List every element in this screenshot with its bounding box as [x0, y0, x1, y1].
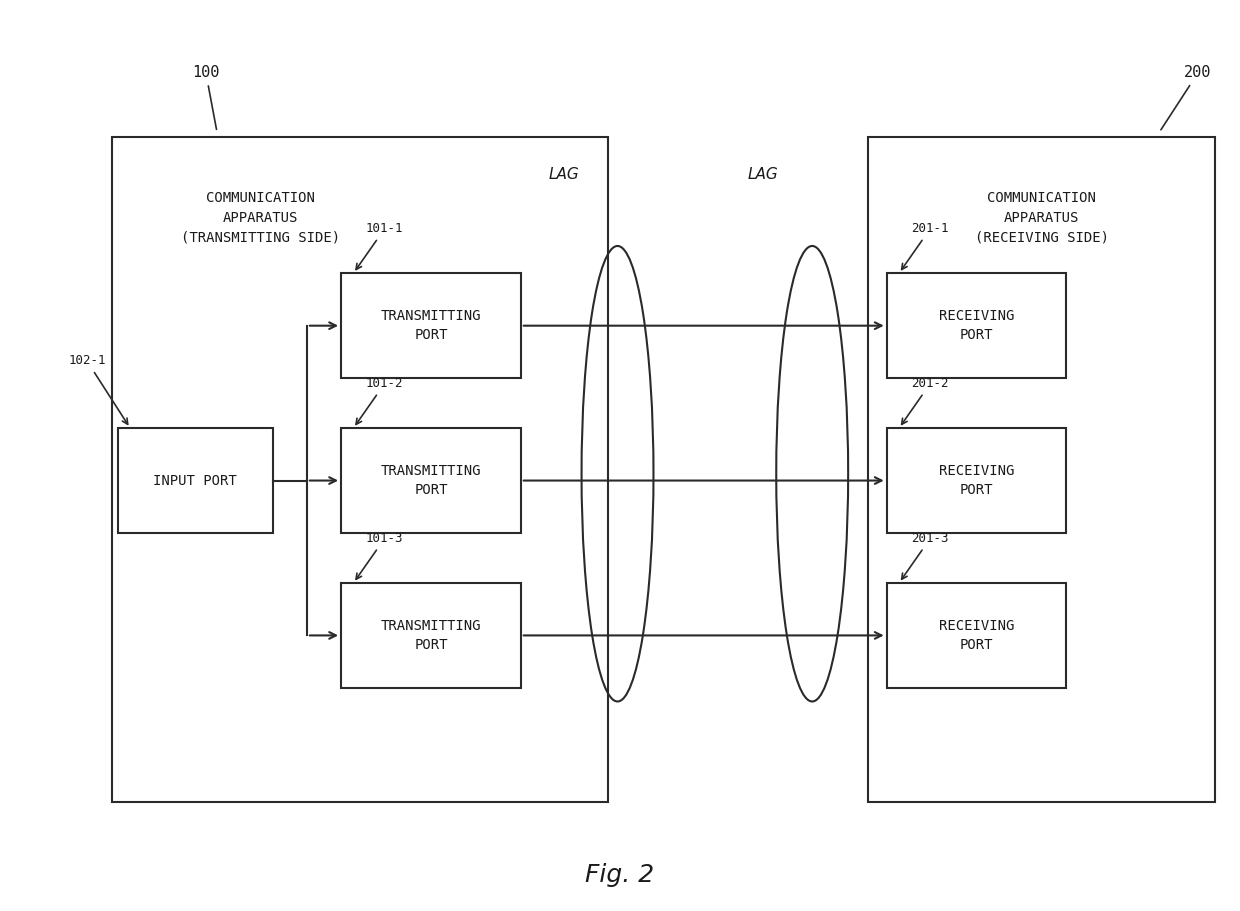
Bar: [118, 428, 273, 533]
Text: RECEIVING
PORT: RECEIVING PORT: [939, 619, 1014, 651]
Bar: [887, 273, 1066, 378]
Text: 100: 100: [192, 66, 219, 129]
Text: 200: 200: [1161, 66, 1211, 129]
Text: 102-1: 102-1: [68, 354, 128, 425]
Text: COMMUNICATION
APPARATUS
(RECEIVING SIDE): COMMUNICATION APPARATUS (RECEIVING SIDE): [975, 191, 1109, 244]
Bar: [868, 137, 1215, 802]
Text: 101-2: 101-2: [356, 377, 403, 425]
Bar: [887, 428, 1066, 533]
Bar: [887, 583, 1066, 688]
Bar: [341, 583, 521, 688]
Bar: [341, 428, 521, 533]
Text: Fig. 2: Fig. 2: [585, 863, 655, 886]
Text: 101-1: 101-1: [356, 222, 403, 270]
Text: 201-3: 201-3: [901, 532, 949, 579]
Text: COMMUNICATION
APPARATUS
(TRANSMITTING SIDE): COMMUNICATION APPARATUS (TRANSMITTING SI…: [181, 191, 340, 244]
Text: RECEIVING
PORT: RECEIVING PORT: [939, 310, 1014, 342]
Text: RECEIVING
PORT: RECEIVING PORT: [939, 465, 1014, 496]
Text: TRANSMITTING
PORT: TRANSMITTING PORT: [381, 465, 481, 496]
Text: INPUT PORT: INPUT PORT: [154, 474, 237, 487]
Text: TRANSMITTING
PORT: TRANSMITTING PORT: [381, 310, 481, 342]
Text: LAG: LAG: [748, 168, 777, 182]
Text: 101-3: 101-3: [356, 532, 403, 579]
Text: 201-1: 201-1: [901, 222, 949, 270]
Text: 201-2: 201-2: [901, 377, 949, 425]
Bar: [341, 273, 521, 378]
Bar: [112, 137, 608, 802]
Text: LAG: LAG: [549, 168, 579, 182]
Text: TRANSMITTING
PORT: TRANSMITTING PORT: [381, 619, 481, 651]
